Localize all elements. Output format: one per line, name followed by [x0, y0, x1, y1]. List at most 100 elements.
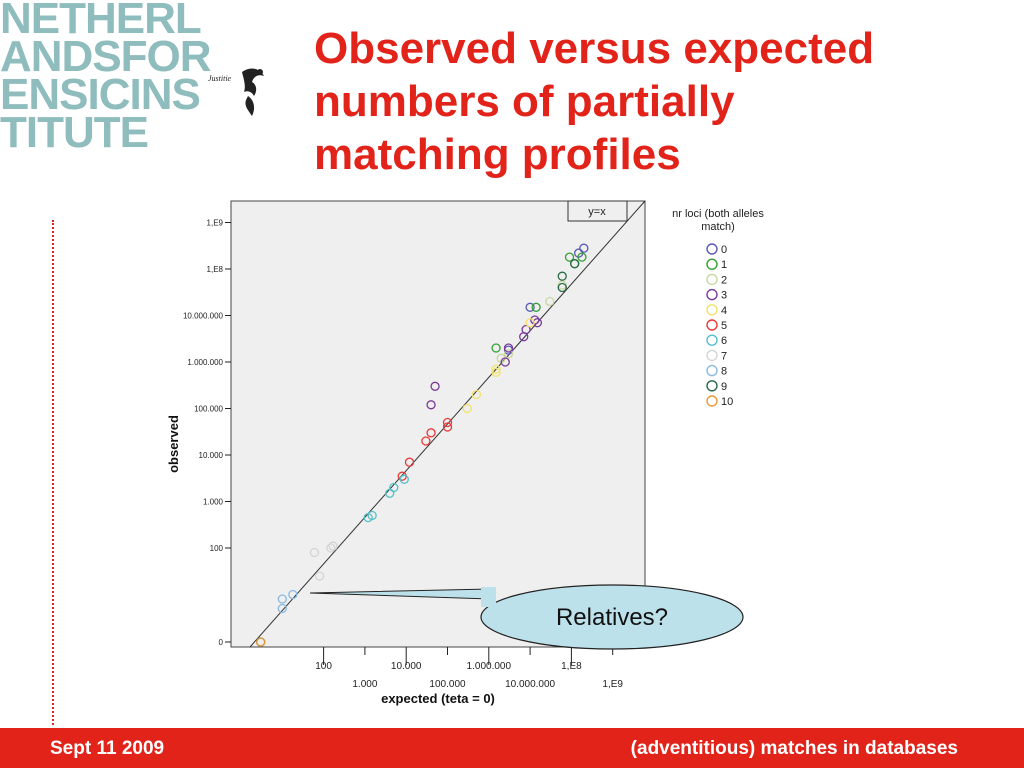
footer-bar: Sept 11 2009 (adventitious) matches in d… — [0, 728, 1024, 768]
scatter-chart: 1001.00010.000100.0001.000.00010.000.000… — [166, 200, 764, 706]
data-point-series-4-1 — [491, 367, 501, 377]
data-point-series-9-2 — [557, 282, 567, 293]
legend-marker-2 — [706, 273, 718, 286]
legend-label-9: 9 — [721, 381, 727, 393]
x-tick-label-6: 1,E8 — [561, 661, 582, 672]
data-point-series-1-4 — [577, 252, 587, 262]
data-point-series-10-0 — [256, 637, 266, 647]
data-point-series-5-2 — [442, 417, 453, 428]
legend-label-2: 2 — [721, 274, 727, 286]
x-tick-label-1: 1.000 — [352, 679, 377, 690]
legend-marker-6 — [706, 334, 718, 346]
y-tick-label-0: 0 — [219, 638, 224, 647]
data-point-series-9-1 — [570, 259, 580, 269]
x-axis-label: expected (teta = 0) — [381, 691, 495, 706]
logo-line-4: TITUTE — [0, 108, 149, 157]
callout-join — [481, 587, 496, 607]
data-point-series-0-1 — [579, 243, 589, 253]
slide-title-line-3: matching profiles — [314, 130, 681, 179]
legend-marker-7 — [706, 349, 718, 362]
data-point-series-5-5 — [421, 436, 431, 446]
slide-title-line-1: Observed versus expected — [314, 24, 875, 73]
data-point-series-7-3 — [314, 571, 325, 581]
footer-date: Sept 11 2009 — [50, 738, 165, 759]
plot-area — [230, 200, 646, 648]
data-point-series-1-3 — [491, 343, 501, 353]
x-tick-label-5: 10.000.000 — [505, 679, 555, 690]
y-tick-label-2: 1.000 — [203, 498, 224, 507]
data-point-series-7-2 — [328, 541, 338, 551]
data-point-series-1-2 — [531, 302, 541, 312]
legend-label-8: 8 — [721, 366, 727, 378]
legend-marker-1 — [706, 258, 718, 270]
legend-marker-3 — [706, 288, 718, 301]
legend-label-4: 4 — [721, 305, 727, 317]
slide-title: Observed versus expected numbers of part… — [314, 22, 1014, 181]
x-tick-label-0: 100 — [315, 661, 332, 672]
y-tick-label-5: 1.000.000 — [187, 358, 223, 367]
x-tick-label-7: 1,E9 — [602, 679, 623, 690]
legend-label-3: 3 — [721, 290, 727, 302]
legend-marker-8 — [706, 364, 718, 377]
data-point-series-3-5 — [500, 357, 510, 367]
data-point-series-9-0 — [557, 271, 567, 281]
data-point-series-3-7 — [426, 400, 436, 410]
data-point-series-6-4 — [363, 512, 373, 523]
footer-topic: (adventitious) matches in databases — [630, 738, 958, 759]
legend-marker-10 — [706, 395, 718, 407]
data-point-series-4-4 — [525, 318, 535, 328]
data-point-series-3-1 — [530, 315, 540, 325]
data-point-series-6-0 — [399, 474, 409, 484]
callout-bubble — [480, 584, 744, 650]
y-tick-label-6: 10.000.000 — [183, 312, 224, 321]
callout-text: Relatives? — [556, 604, 668, 631]
reference-line-label: y=x — [588, 206, 606, 218]
data-point-series-5-4 — [426, 428, 436, 438]
y-tick-label-4: 100.000 — [194, 405, 223, 414]
y-tick-label-3: 10.000 — [199, 451, 224, 460]
x-tick-label-2: 10.000 — [391, 661, 422, 672]
reference-line-label-box — [567, 200, 628, 222]
data-point-series-4-3 — [462, 403, 472, 414]
x-tick-label-4: 1.000.000 — [467, 661, 512, 672]
data-point-series-2-2 — [503, 349, 514, 359]
data-point-series-0-2 — [525, 302, 535, 312]
data-point-series-3-0 — [532, 318, 543, 328]
data-point-series-4-2 — [471, 389, 482, 400]
logo-line-1: NETHERL — [0, 0, 202, 43]
data-point-series-2-1 — [545, 296, 555, 307]
legend-label-5: 5 — [721, 320, 727, 332]
legend-marker-0 — [706, 243, 718, 255]
legend-marker-4 — [706, 304, 718, 316]
data-point-series-4-0 — [491, 364, 501, 374]
legend-label-7: 7 — [721, 350, 727, 362]
data-point-series-2-0 — [557, 280, 567, 290]
legend-label-0: 0 — [721, 244, 727, 256]
legend-label-1: 1 — [721, 259, 727, 271]
data-point-series-5-3 — [442, 422, 453, 432]
justitia-emblem-icon — [242, 68, 264, 116]
data-point-series-8-2 — [277, 603, 287, 614]
data-point-series-8-1 — [288, 589, 298, 600]
reference-line-yx — [249, 200, 646, 648]
data-point-series-3-4 — [503, 343, 514, 353]
data-point-series-1-1 — [564, 252, 575, 262]
data-point-series-5-0 — [404, 457, 415, 467]
logo-line-3: ENSICINS — [0, 70, 201, 119]
data-point-series-3-6 — [430, 381, 440, 391]
dotted-divider — [52, 220, 54, 725]
legend-marker-5 — [706, 319, 718, 331]
data-point-series-7-1 — [326, 543, 336, 553]
y-tick-label-8: 1,E9 — [207, 219, 224, 228]
legend-label-6: 6 — [721, 335, 727, 347]
logo-line-2: ANDSFOR — [0, 32, 212, 81]
data-point-series-3-3 — [519, 332, 529, 342]
logo-tagline: Justitie — [208, 74, 232, 83]
data-point-series-6-2 — [385, 488, 395, 498]
y-axis-label: observed — [166, 415, 181, 473]
legend-title-line-2: match) — [701, 221, 735, 233]
data-point-series-8-0 — [277, 594, 287, 604]
legend-title-line-1: nr loci (both alleles — [672, 208, 764, 220]
slide-title-line-2: numbers of partially — [314, 77, 735, 126]
legend-marker-9 — [706, 380, 718, 392]
